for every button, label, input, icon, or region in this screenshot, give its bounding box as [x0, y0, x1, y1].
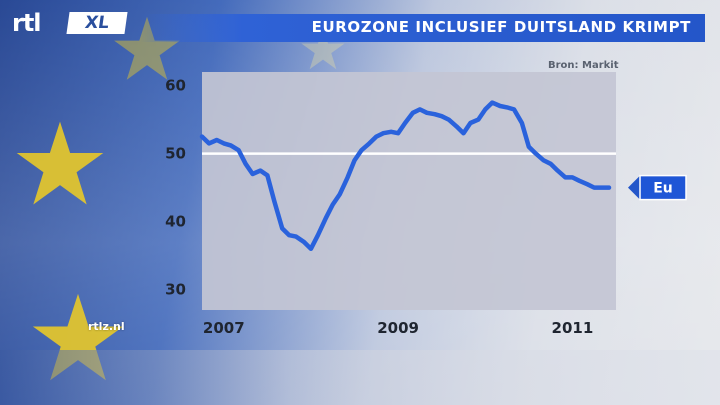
eu-star-icon: [32, 293, 124, 381]
y-tick-label: 50: [165, 145, 186, 163]
x-tick-label: 2009: [377, 319, 419, 337]
x-tick-label: 2007: [203, 319, 245, 337]
series-line-eu: [199, 100, 612, 252]
series-label-pointer: [628, 175, 640, 200]
eu-star-icon: [114, 16, 180, 80]
series-label-box: [639, 174, 687, 201]
series-label: Eu: [628, 174, 687, 201]
plot-area: [202, 72, 616, 310]
chart-title: EUROZONE INCLUSIEF DUITSLAND KRIMPT: [311, 18, 691, 36]
y-tick-label: 60: [165, 77, 186, 95]
source-note: Bron: Markit: [548, 60, 619, 71]
channel-logo: rtl XL: [12, 8, 132, 38]
y-tick-label: 30: [165, 281, 186, 299]
series-label-text: Eu: [653, 181, 673, 197]
eu-star-icon: [16, 121, 104, 205]
title-bar: EUROZONE INCLUSIEF DUITSLAND KRIMPT: [140, 14, 705, 42]
watermark: rtlz.nl: [88, 320, 125, 333]
logo-rtl-text: rtl: [12, 9, 42, 37]
bottom-band: [0, 350, 720, 405]
x-tick-label: 2011: [552, 319, 594, 337]
eu-star-icon: [301, 27, 345, 70]
y-tick-label: 40: [165, 213, 186, 231]
